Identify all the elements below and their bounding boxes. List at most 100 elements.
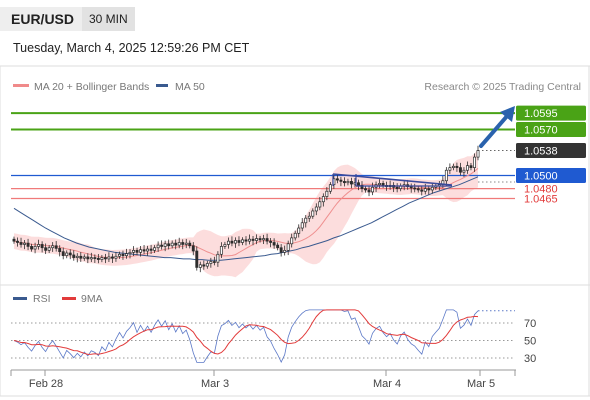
level-box-1.0570 [516, 122, 586, 138]
ma20-legend-swatch [13, 84, 29, 87]
candle-body [357, 182, 360, 186]
candle-body [307, 215, 311, 219]
candle-body [420, 189, 424, 192]
x-tick-label-2: Mar 4 [373, 378, 401, 390]
target-arrow-shaft [479, 113, 510, 148]
candle-body [409, 186, 413, 189]
level-label-1.0465: 1.0465 [524, 193, 558, 205]
candle-body [16, 240, 19, 243]
candle-body [188, 242, 192, 247]
x-tick-label-0: Feb 28 [29, 378, 63, 390]
candle-body [61, 251, 65, 256]
candle-body [466, 165, 469, 171]
candle-body [448, 167, 452, 171]
candle-body [423, 188, 427, 192]
candle-body [110, 256, 114, 259]
candle-body [230, 240, 234, 244]
candle-body [371, 186, 374, 193]
level-label-1.0570: 1.0570 [524, 125, 558, 137]
candle-body [79, 255, 83, 259]
candle-body [297, 227, 301, 234]
rsi-ma-legend-label: 9MA [81, 293, 103, 305]
candle-body [205, 263, 209, 267]
candle-body [283, 250, 287, 253]
level-lines [11, 112, 515, 200]
candle-body [328, 184, 332, 192]
candle-body [451, 165, 455, 168]
candle-body [473, 156, 476, 168]
candle-body [132, 250, 135, 253]
candle-body [125, 253, 128, 256]
candle-body [279, 247, 283, 253]
rsi-lines [13, 309, 515, 364]
target-arrow-head [500, 106, 515, 122]
candle-body [37, 244, 41, 247]
candle-body [462, 169, 466, 173]
candle-body [82, 256, 86, 259]
candle-body [19, 242, 23, 245]
candle-body [339, 179, 343, 182]
candle-body [258, 238, 262, 241]
x-axis: Feb 28 Mar 3 Mar 4 Mar 5 [10, 370, 516, 390]
candle-body [23, 242, 26, 245]
candle-body [184, 242, 188, 245]
candle-body [444, 169, 448, 182]
candle-body [149, 248, 153, 251]
candle-body [209, 261, 213, 264]
candle-body [276, 244, 280, 249]
candle-body [100, 257, 104, 260]
candle-body [195, 250, 199, 268]
candle-body [86, 256, 90, 260]
candle-body [139, 249, 142, 253]
candle-body [265, 238, 269, 242]
candle-body [163, 243, 167, 247]
level-label-1.0595: 1.0595 [524, 108, 558, 120]
candle-body [58, 248, 62, 253]
level-label-1.0538: 1.0538 [524, 146, 558, 158]
candle-body [430, 186, 434, 191]
candle-body [128, 251, 132, 254]
rsi-ma-line [13, 309, 479, 355]
candle-body [413, 187, 417, 190]
candle-body [54, 245, 58, 249]
candle-body [381, 183, 385, 186]
candle-body [177, 242, 181, 246]
candle-body [89, 257, 93, 260]
candle-body [378, 183, 382, 186]
candle-body [65, 252, 69, 256]
rsi-legend-label: RSI [33, 293, 51, 305]
candle-body [325, 190, 329, 197]
candle-body [107, 256, 111, 260]
candle-body [103, 257, 107, 260]
candle-body [395, 186, 399, 189]
candle-body [300, 222, 304, 229]
candle-body [350, 181, 353, 185]
candle-body [72, 254, 76, 258]
candle-body [269, 240, 273, 243]
candle-body [234, 240, 237, 244]
candle-body [476, 150, 480, 158]
level-label-1.0480: 1.0480 [524, 184, 558, 196]
candle-body [416, 188, 420, 191]
candle-body [167, 243, 171, 247]
timeframe-button[interactable]: 30 MIN [82, 7, 135, 31]
candle-body [241, 239, 244, 243]
candle-body [223, 244, 227, 247]
timestamp: Tuesday, March 4, 2025 12:59:26 PM CET [13, 41, 250, 55]
ma50-legend-label: MA 50 [175, 81, 205, 93]
candle-body [427, 188, 431, 191]
candle-body [255, 238, 258, 241]
candle-body [342, 181, 346, 184]
x-tick-label-3: Mar 5 [467, 378, 495, 390]
level-box-1.0595 [516, 105, 586, 121]
candle-body [286, 243, 290, 251]
ma50-line [13, 176, 479, 261]
candle-body [293, 232, 297, 239]
candle-body [248, 238, 251, 242]
candle-body [47, 247, 51, 251]
candle-body [160, 244, 164, 247]
candle-body [153, 247, 157, 251]
candle-body [68, 252, 72, 256]
